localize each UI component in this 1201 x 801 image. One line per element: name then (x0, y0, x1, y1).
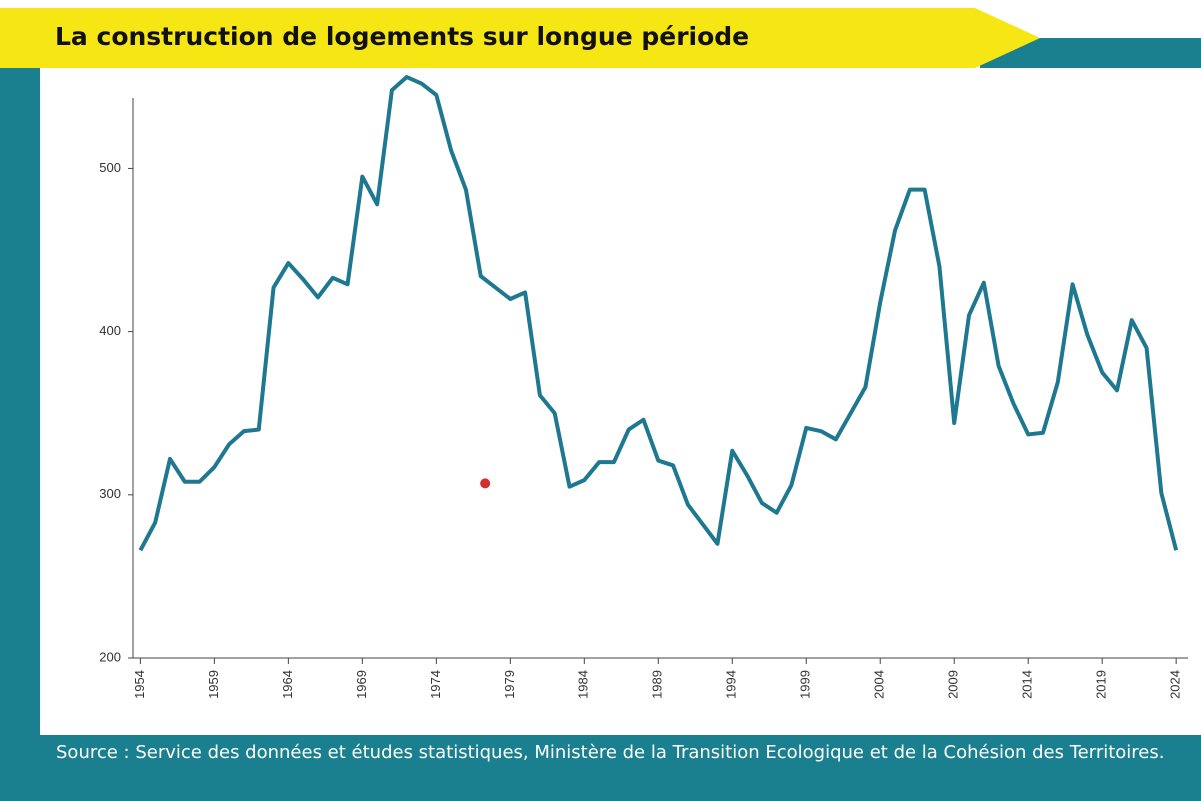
x-tick-label: 2024 (1168, 670, 1183, 699)
y-tick-label: 300 (99, 486, 121, 501)
x-tick-label: 2004 (872, 670, 887, 699)
x-tick-label: 1984 (576, 670, 591, 699)
x-tick-label: 1969 (354, 670, 369, 699)
y-tick-label: 500 (99, 160, 121, 175)
title-banner (0, 8, 1040, 68)
x-tick-label: 1964 (280, 670, 295, 699)
x-tick-label: 1979 (502, 670, 517, 699)
line-series (138, 75, 1179, 552)
chart-title: La construction de logements sur longue … (55, 22, 749, 51)
x-tick-label: 1989 (650, 670, 665, 699)
y-tick-label: 200 (99, 649, 121, 664)
x-tick-label: 1999 (798, 670, 813, 699)
marker-point (480, 478, 491, 489)
x-tick-label: 1974 (428, 670, 443, 699)
frame-bottom (0, 735, 1201, 801)
x-tick-label: 2019 (1094, 670, 1109, 699)
x-tick-label: 2014 (1020, 670, 1035, 699)
source: Source : Service des données et études s… (56, 742, 1165, 763)
y-tick-label: 400 (99, 323, 121, 338)
x-tick-label: 1954 (132, 670, 147, 699)
x-tick-label: 2009 (946, 670, 961, 699)
x-tick-label: 1959 (206, 670, 221, 699)
x-tick-label: 1994 (724, 670, 739, 699)
frame-left (0, 68, 40, 801)
frame-top (980, 38, 1201, 68)
